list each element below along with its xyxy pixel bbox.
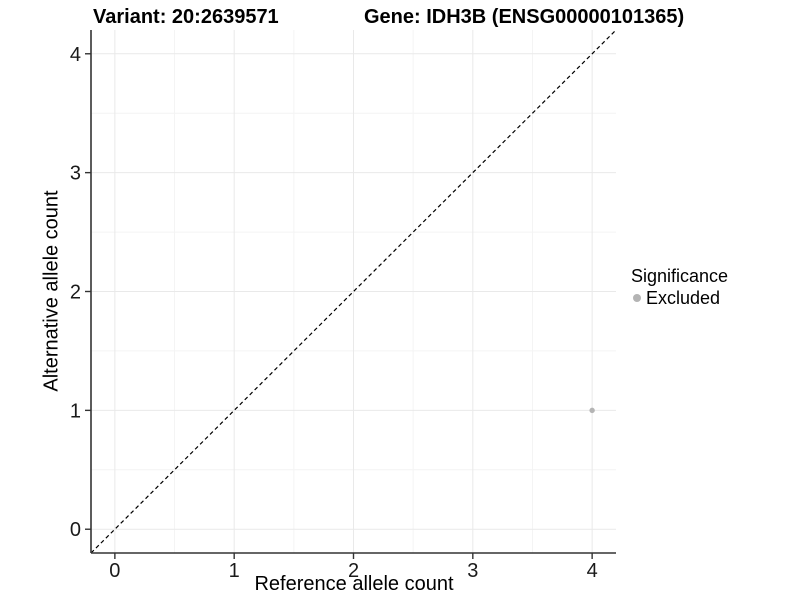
- x-axis-title: Reference allele count: [254, 573, 454, 595]
- legend-item-label: Excluded: [646, 288, 721, 308]
- x-tick-label: 4: [587, 560, 598, 582]
- x-tick-label: 2: [348, 560, 359, 582]
- y-tick-label: 4: [70, 44, 81, 66]
- data-point: [589, 407, 595, 414]
- y-tick-label: 3: [70, 163, 81, 185]
- y-axis-title: Alternative allele count: [40, 190, 63, 392]
- identity-reference-line: [90, 29, 617, 554]
- y-tick-label: 0: [70, 519, 81, 541]
- legend: Significance Excluded: [631, 265, 728, 308]
- x-tick-label: 3: [467, 560, 478, 582]
- variant-title: Variant: 20:2639571: [93, 6, 279, 28]
- x-tick-label: 1: [229, 560, 240, 582]
- legend-point-icon: [633, 294, 641, 302]
- y-tick-label: 2: [70, 282, 81, 304]
- x-tick-label: 0: [109, 560, 120, 582]
- gene-title: Gene: IDH3B (ENSG00000101365): [364, 6, 685, 28]
- legend-title: Significance: [631, 266, 729, 286]
- y-tick-label: 1: [70, 400, 81, 422]
- legend-item: Excluded: [633, 288, 728, 308]
